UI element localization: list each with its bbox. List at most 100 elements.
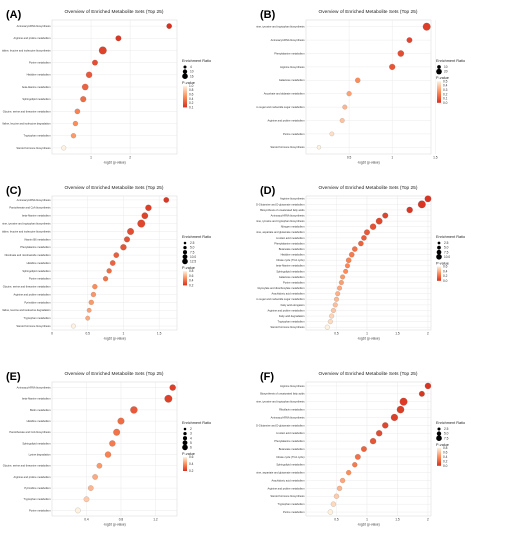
legend-color-label: 0.6 bbox=[443, 265, 448, 269]
y-category-label: Fatty acid degradation bbox=[279, 314, 305, 318]
y-category-label: Arginine and proline metabolism bbox=[13, 292, 50, 296]
legend-size-label: 7.5 bbox=[444, 436, 449, 440]
data-point bbox=[86, 307, 92, 313]
y-category-label: Arginine and proline metabolism bbox=[13, 475, 50, 479]
data-point bbox=[169, 384, 176, 391]
x-tick-label: 1.5 bbox=[395, 332, 400, 336]
x-axis-label: -log10 (p-value) bbox=[357, 161, 379, 165]
chart-title: Overview of Enriched Metabolite Sets (To… bbox=[65, 185, 164, 191]
legend-size-label: 6 bbox=[190, 446, 192, 450]
y-category-label: Valine, leucine and isoleucine degradati… bbox=[2, 121, 51, 125]
legend-size-label: 7.5 bbox=[190, 250, 195, 254]
legend-color-label: 0.1 bbox=[443, 97, 448, 101]
data-point bbox=[340, 274, 346, 280]
y-category-label: Fatty acid elongation bbox=[281, 303, 305, 307]
y-category-label: Purine metabolism bbox=[29, 508, 50, 512]
legend-size-label: 4 bbox=[190, 436, 192, 440]
legend-size-dot bbox=[437, 65, 441, 69]
panel-label: (F) bbox=[260, 371, 274, 383]
y-category-label: Butanoate metabolism bbox=[279, 447, 305, 451]
legend-color-label: 0.2 bbox=[443, 459, 448, 463]
y-category-label: Linoleic acid metabolism bbox=[276, 431, 304, 435]
x-tick-label: 0.5 bbox=[334, 518, 339, 522]
data-point bbox=[352, 462, 358, 468]
legend-size-dot bbox=[183, 245, 187, 250]
data-point bbox=[397, 50, 405, 57]
legend-size-label: 10 bbox=[444, 65, 448, 69]
x-tick-label: 0.4 bbox=[84, 518, 89, 522]
legend-color-label: 0.3 bbox=[443, 88, 448, 92]
data-point bbox=[85, 71, 93, 78]
data-point bbox=[102, 276, 109, 282]
x-tick-label: 2 bbox=[427, 332, 429, 336]
legend-size-dot bbox=[182, 444, 188, 451]
legend-color-label: 0.4 bbox=[443, 269, 448, 273]
x-tick-label: 1 bbox=[391, 156, 393, 160]
y-category-label: Tryptophan metabolism bbox=[277, 502, 304, 506]
data-point bbox=[424, 195, 432, 203]
y-category-label: Phenylalanine, tyrosine and tryptophan b… bbox=[256, 25, 305, 29]
legend-size-dot bbox=[182, 73, 188, 79]
legend-size-label: 7.5 bbox=[444, 250, 449, 254]
legend-color-bar bbox=[437, 81, 441, 103]
legend-color-title: P-value bbox=[182, 452, 195, 456]
y-category-label: Arginine and proline metabolism bbox=[267, 486, 304, 490]
y-category-label: Tryptophan metabolism bbox=[277, 320, 304, 324]
y-category-label: beta-Alanine metabolism bbox=[276, 264, 305, 268]
data-point bbox=[352, 246, 358, 252]
legend-size-title: Enrichment Ratio bbox=[436, 421, 465, 425]
data-point bbox=[375, 217, 383, 225]
chart-title: Overview of Enriched Metabolite Sets (To… bbox=[319, 185, 418, 191]
x-tick-label: 2 bbox=[129, 156, 131, 160]
legend-size-label: 5.0 bbox=[190, 246, 195, 250]
y-category-label: Purine metabolism bbox=[283, 132, 304, 136]
y-category-label: Valine, leucine and isoleucine degradati… bbox=[2, 308, 51, 312]
y-category-label: Butanoate metabolism bbox=[279, 247, 305, 251]
legend-color-label: 0.4 bbox=[189, 462, 194, 466]
legend-color-label: 1.0 bbox=[189, 84, 194, 88]
legend-size-title: Enrichment Ratio bbox=[182, 421, 211, 425]
y-category-label: Glycine, serine and threonine metabolism bbox=[3, 285, 51, 289]
y-category-label: Tryptophan metabolism bbox=[23, 134, 50, 138]
x-tick-label: 1.5 bbox=[433, 156, 438, 160]
x-tick-label: 0.5 bbox=[334, 332, 339, 336]
y-category-label: Histidine metabolism bbox=[27, 73, 51, 77]
x-tick-label: 1.5 bbox=[395, 518, 400, 522]
y-category-label: Pantothenate and CoA biosynthesis bbox=[9, 206, 51, 210]
data-point bbox=[74, 108, 81, 115]
y-category-label: Histidine metabolism bbox=[27, 419, 51, 423]
y-category-label: Phenylalanine, tyrosine and tryptophan b… bbox=[256, 400, 305, 404]
data-point bbox=[130, 406, 138, 414]
legend-color-label: 0.2 bbox=[443, 92, 448, 96]
legend-size-title: Enrichment Ratio bbox=[436, 59, 465, 63]
data-point bbox=[141, 212, 149, 219]
data-point bbox=[406, 37, 413, 43]
legend-color-label: 0.0 bbox=[443, 279, 448, 283]
legend-size-dot bbox=[182, 69, 188, 74]
x-axis-label: -log10 (p-value) bbox=[357, 337, 379, 341]
legend-size-dot bbox=[182, 254, 188, 260]
y-category-label: Glyoxylate and dicarboxylate metabolism bbox=[257, 286, 304, 290]
x-tick-label: 0.5 bbox=[85, 332, 90, 336]
legend-color-label: 0.8 bbox=[443, 446, 448, 450]
y-category-label: Pantothenate and CoA biosynthesis bbox=[9, 430, 51, 434]
data-point bbox=[340, 477, 346, 484]
panel-e: (E) Overview of Enriched Metabolite Sets … bbox=[2, 366, 252, 544]
y-category-label: Tryptophan metabolism bbox=[23, 316, 50, 320]
y-category-label: Valine, leucine and isoleucine biosynthe… bbox=[2, 48, 51, 52]
y-category-label: Aminoacyl-tRNA biosynthesis bbox=[17, 385, 52, 389]
data-point bbox=[96, 462, 103, 469]
y-category-label: D-Glutamine and D-glutamate metabolism bbox=[256, 423, 304, 427]
data-point bbox=[113, 252, 120, 258]
data-point bbox=[329, 313, 335, 319]
data-point bbox=[346, 470, 352, 476]
panel-label: (C) bbox=[6, 185, 22, 197]
legend-color-label: 0.4 bbox=[189, 279, 194, 283]
y-category-label: beta-Alanine metabolism bbox=[22, 214, 51, 218]
legend-size-label: 10.0 bbox=[190, 255, 196, 259]
y-category-label: Nicotinate and nicotinamide metabolism bbox=[5, 253, 51, 257]
panel-label: (A) bbox=[6, 9, 22, 21]
y-category-label: Arginine and proline metabolism bbox=[13, 36, 50, 40]
legend-size-dot bbox=[436, 254, 442, 260]
data-point bbox=[164, 394, 173, 403]
